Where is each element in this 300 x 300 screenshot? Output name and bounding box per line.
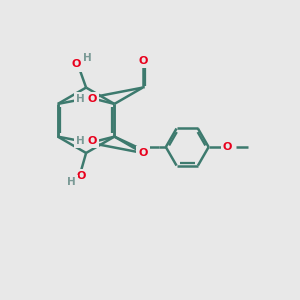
Text: O: O <box>71 59 80 69</box>
Text: O: O <box>138 148 147 158</box>
Text: O: O <box>223 142 232 152</box>
Text: H: H <box>76 136 85 146</box>
Text: O: O <box>88 94 97 104</box>
Text: H: H <box>76 94 85 104</box>
Text: O: O <box>77 171 86 181</box>
Text: O: O <box>88 136 97 146</box>
Text: O: O <box>138 56 147 66</box>
Text: H: H <box>67 177 76 187</box>
Text: H: H <box>82 53 91 63</box>
